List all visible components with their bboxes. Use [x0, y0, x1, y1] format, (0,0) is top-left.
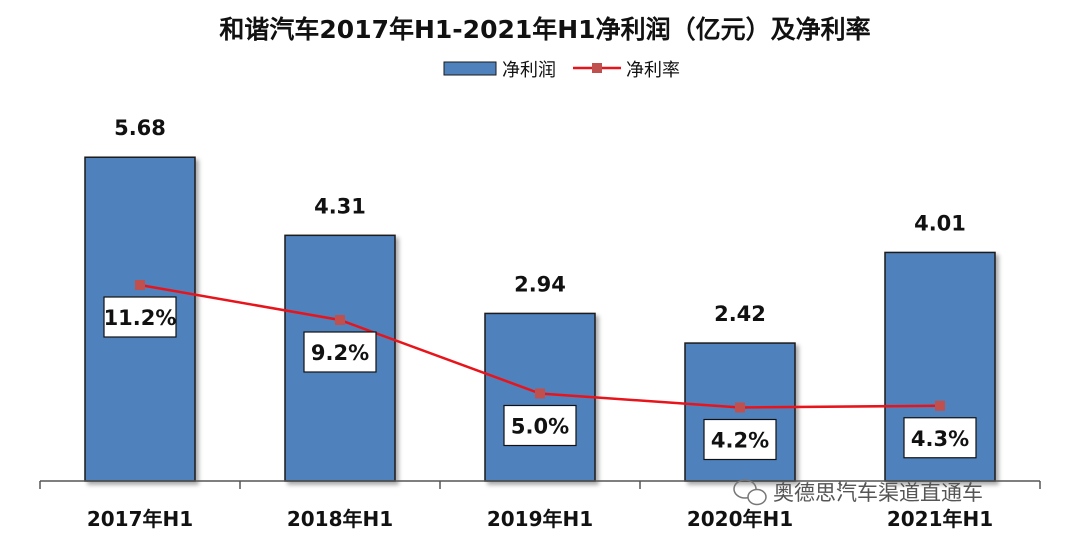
rate-label-1: 11.2% [104, 306, 177, 330]
bar-value-label-3: 2.94 [514, 272, 566, 296]
legend-marker-rate [592, 63, 602, 73]
legend: 净利润 净利率 [443, 60, 680, 81]
rate-marker-5 [935, 400, 945, 411]
rate-label-box-2 [303, 331, 377, 373]
rate-label-box-5 [903, 417, 977, 459]
rate-marker-1 [135, 280, 145, 290]
bar-value-label-5: 4.01 [914, 211, 966, 235]
rate-marker-4 [735, 402, 745, 413]
watermark: 奥德思汽车渠道直通车 [733, 479, 983, 506]
rate-label-5: 4.3% [911, 427, 969, 451]
rate-label-box-1 [103, 296, 177, 338]
x-tick-label-1: 2017年H1 [87, 507, 193, 531]
chart-title: 和谐汽车2017年H1-2021年H1净利润（亿元）及净利率 [219, 15, 870, 44]
rate-label-box-4 [703, 418, 777, 461]
watermark-text: 奥德思汽车渠道直通车 [773, 481, 983, 505]
x-tick-label-2: 2018年H1 [287, 507, 393, 531]
rate-marker-3 [535, 388, 545, 399]
data-labels: 5.68 4.31 2.94 2.42 4.01 [114, 116, 966, 326]
rate-label-3: 5.0% [511, 415, 569, 439]
wechat-icon-bubble [747, 488, 767, 506]
legend-label-rate: 净利率 [626, 60, 680, 81]
bar-value-label-4: 2.42 [714, 302, 766, 326]
bar-value-label-2: 4.31 [314, 194, 366, 218]
rate-label-box-3 [503, 404, 577, 447]
x-axis: 2017年H1 2018年H1 2019年H1 2020年H1 2021年H1 [39, 480, 1041, 531]
rate-label-4: 4.2% [711, 429, 769, 453]
x-tick-label-4: 2020年H1 [687, 507, 793, 531]
legend-label-profit: 净利润 [502, 60, 556, 81]
legend-swatch-profit [443, 61, 497, 76]
bar-value-label-1: 5.68 [114, 116, 166, 140]
x-tick-label-3: 2019年H1 [487, 507, 593, 531]
x-tick-label-5: 2021年H1 [887, 507, 993, 531]
rate-line-layer: 11.2% 9.2% 5.0% 4.2% 4.3% [103, 280, 977, 461]
rate-marker-2 [335, 315, 345, 325]
rate-label-2: 9.2% [311, 341, 369, 365]
